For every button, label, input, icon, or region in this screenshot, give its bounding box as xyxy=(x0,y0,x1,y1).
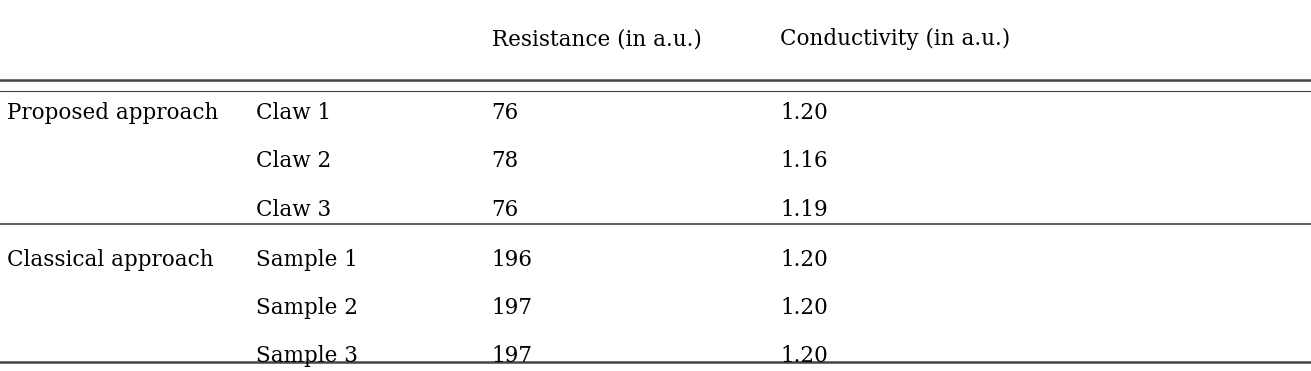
Text: Claw 3: Claw 3 xyxy=(256,198,330,221)
Text: 76: 76 xyxy=(492,102,519,124)
Text: 1.20: 1.20 xyxy=(780,249,827,271)
Text: Classical approach: Classical approach xyxy=(7,249,214,271)
Text: Sample 1: Sample 1 xyxy=(256,249,358,271)
Text: 1.20: 1.20 xyxy=(780,102,827,124)
Text: Claw 2: Claw 2 xyxy=(256,150,330,173)
Text: 196: 196 xyxy=(492,249,532,271)
Text: 76: 76 xyxy=(492,198,519,221)
Text: Sample 2: Sample 2 xyxy=(256,297,358,319)
Text: 197: 197 xyxy=(492,345,532,367)
Text: Proposed approach: Proposed approach xyxy=(7,102,218,124)
Text: Resistance (in a.u.): Resistance (in a.u.) xyxy=(492,28,701,50)
Text: 1.16: 1.16 xyxy=(780,150,827,173)
Text: 78: 78 xyxy=(492,150,519,173)
Text: 197: 197 xyxy=(492,297,532,319)
Text: Sample 3: Sample 3 xyxy=(256,345,358,367)
Text: 1.20: 1.20 xyxy=(780,297,827,319)
Text: 1.20: 1.20 xyxy=(780,345,827,367)
Text: Claw 1: Claw 1 xyxy=(256,102,330,124)
Text: 1.19: 1.19 xyxy=(780,198,827,221)
Text: Conductivity (in a.u.): Conductivity (in a.u.) xyxy=(780,28,1011,50)
